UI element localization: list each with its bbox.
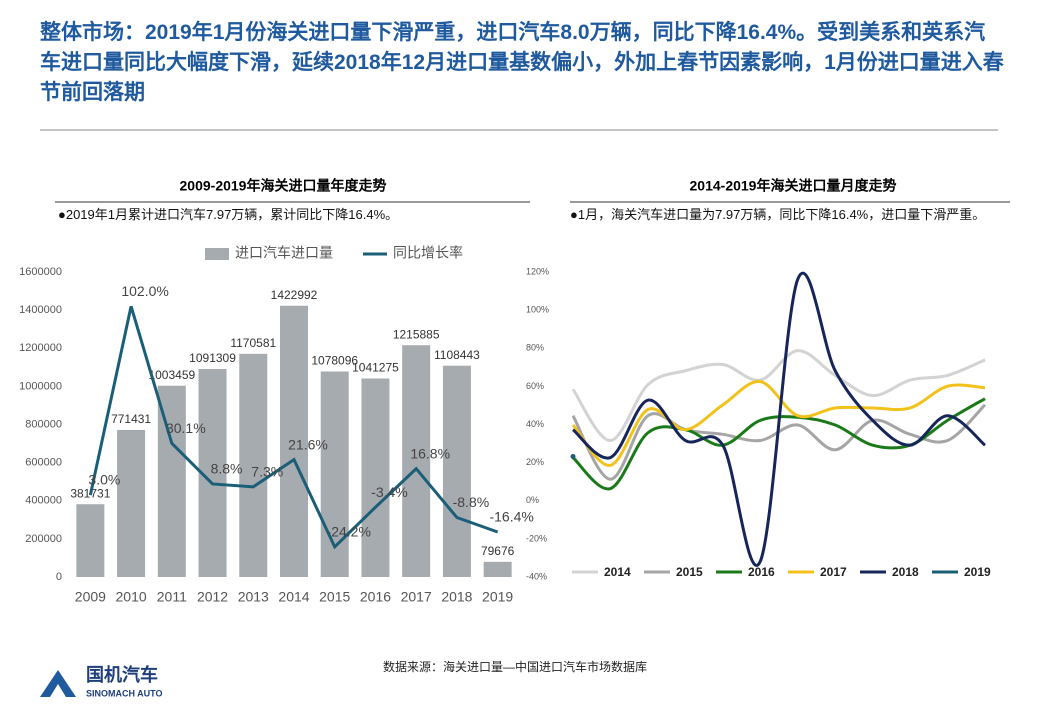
logo-mark [50,684,66,697]
y2-tick-label: 40% [526,419,544,429]
line-label: -16.4% [489,509,533,525]
y2-tick-label: 100% [526,305,549,315]
logo-name: 国机汽车 [86,664,158,685]
y-tick-label: 1000000 [19,380,62,392]
line-label: 8.8% [211,461,243,477]
y-tick-label: 0 [56,571,62,583]
headline: 整体市场：2019年1月份海关进口量下滑严重，进口汽车8.0万辆，同比下降16.… [40,21,1004,104]
legend-label: 进口汽车进口量 [235,245,333,261]
bar-label: 1078096 [311,354,358,368]
bar [157,385,186,577]
line-label: 21.6% [288,436,328,452]
x-tick-label: 2012 [197,589,228,605]
legend-label: 2018 [892,565,919,579]
note: ●1月，海关汽车进口量为7.97万辆，同比下降16.4%，进口量下滑严重。 [570,207,986,222]
x-tick-label: 2018 [441,589,472,605]
x-tick-label: 2015 [319,589,350,605]
legend-label: 2019 [964,565,991,579]
bar [320,371,349,577]
line-label: 3.0% [88,472,120,488]
bar-label: 1422992 [271,288,318,302]
line-label: -24.2% [327,524,371,540]
x-tick-label: 2019 [482,589,513,605]
bar [280,305,308,577]
y2-tick-label: -40% [526,571,547,581]
point [570,453,576,459]
bar-label: 1041275 [352,361,399,375]
x-tick-label: 2014 [278,589,309,605]
chart-title: 2009-2019年海关进口量年度走势 [180,178,387,194]
legend-label: 2014 [604,565,631,579]
legend-label: 同比增长率 [393,245,463,261]
line-label: -8.8% [453,494,490,510]
bar-label: 1170581 [230,336,276,350]
line [571,380,986,467]
x-tick-label: 2013 [238,589,269,605]
y2-tick-label: 120% [526,266,549,276]
bar [76,504,105,577]
bar [402,345,431,577]
legend-swatch [205,248,229,260]
y-tick-label: 1200000 [19,342,62,354]
y-tick-label: 1400000 [19,304,62,316]
y2-tick-label: -20% [526,533,547,543]
bar [361,378,390,577]
logo-sub: SINOMACH AUTO [86,688,163,698]
bar-label: 1003459 [148,368,195,382]
line [571,271,987,567]
line-label: 102.0% [121,283,168,299]
y-tick-label: 1600000 [19,266,62,278]
line [571,349,986,442]
line-label: 30.1% [166,420,206,436]
y2-tick-label: 0% [526,495,539,505]
bar-label: 771431 [111,412,151,426]
source: 数据来源：海关进口量—中国进口汽车市场数据库 [383,659,647,674]
bar-label: 1108443 [434,348,480,362]
y-tick-label: 400000 [25,495,62,507]
chart-title: 2014-2019年海关进口量月度走势 [690,178,897,194]
y-tick-label: 600000 [25,457,62,469]
line-label: 16.8% [410,445,450,461]
legend-label: 2017 [820,565,847,579]
x-tick-label: 2016 [360,589,391,605]
legend-label: 2016 [748,565,775,579]
bar [442,365,471,577]
bar-label: 1215885 [393,327,440,341]
legend-label: 2015 [676,565,703,579]
note: ●2019年1月累计进口汽车7.97万辆，累计同比下降16.4%。 [58,207,399,222]
bar [117,429,146,577]
growth-line [88,305,499,550]
bar [239,353,268,577]
logo-mark [40,670,76,697]
y2-tick-label: 20% [526,457,544,467]
y2-tick-label: 80% [526,343,544,353]
x-tick-label: 2010 [116,589,147,605]
x-tick-label: 2009 [75,589,106,605]
y-tick-label: 800000 [25,418,62,430]
y-tick-label: 200000 [25,533,62,545]
x-tick-label: 2011 [157,589,187,605]
bar [483,561,512,577]
line-label: 7.3% [251,464,283,480]
bar-label: 79676 [481,544,515,558]
line-label: -3.4% [371,484,408,500]
x-tick-label: 2017 [401,589,432,605]
logo [40,670,76,697]
bar-label: 1091309 [189,351,236,365]
line [571,403,987,481]
y2-tick-label: 60% [526,381,544,391]
